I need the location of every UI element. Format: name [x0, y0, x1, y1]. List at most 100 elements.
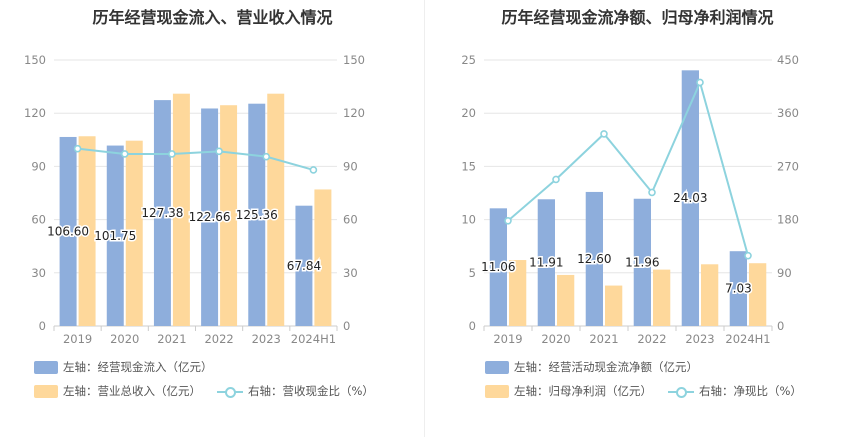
- y-tick-right: 180: [777, 213, 799, 227]
- chart-plot-left: 0 30 60 90 120 150 0 30 60 90 120 150 2019 2020 2021 20…: [24, 53, 365, 346]
- line-point: [504, 216, 512, 225]
- y-tick-left: 0: [469, 319, 476, 333]
- x-tick-label: 2022: [637, 332, 666, 346]
- bar-series2: [701, 264, 719, 326]
- x-tick-label: 2021: [589, 332, 618, 346]
- y-tick-right: 0: [343, 319, 350, 333]
- legend-swatch: [34, 384, 58, 398]
- legend-row-2: 左轴：营业总收入（亿元） 右轴：营收现金比（%）: [34, 383, 390, 399]
- y-tick-left: 0: [39, 319, 46, 333]
- x-tick-label: 2023: [685, 332, 714, 346]
- line-series: [77, 147, 314, 171]
- x-tick-label: 2022: [204, 332, 233, 346]
- x-tick-label: 2020: [110, 332, 139, 346]
- legend-label: 左轴：营业总收入（亿元）: [63, 384, 201, 398]
- bar-series2: [78, 136, 96, 326]
- legend-label: 左轴：经营现金流入（亿元）: [63, 360, 213, 374]
- line-series: [507, 79, 749, 256]
- legend-swatch: [34, 360, 58, 374]
- x-tick-label: 2023: [252, 332, 281, 346]
- chart-title: 历年经营现金流净额、归母净利润情况: [501, 8, 774, 27]
- bar-series1: [153, 100, 171, 327]
- legend-item-line[interactable]: 右轴：营收现金比（%）: [217, 383, 374, 399]
- y-tick-right: 360: [777, 106, 799, 120]
- line-point: [309, 166, 318, 174]
- bar-series1: [106, 145, 124, 326]
- data-label: 67.84: [287, 259, 321, 273]
- legend-item-bar1[interactable]: 左轴：经营活动现金流净额（亿元）: [485, 359, 698, 375]
- y-tick-right: 60: [343, 213, 358, 227]
- x-tick-label: 2020: [541, 332, 570, 346]
- legend-item-bar1[interactable]: 左轴：经营现金流入（亿元）: [34, 359, 213, 375]
- y-tick-left: 150: [24, 53, 46, 67]
- bar-series2: [220, 105, 238, 326]
- line-point: [744, 251, 752, 260]
- bar-series2: [749, 263, 767, 326]
- bar-series2: [125, 140, 143, 326]
- y-tick-left: 60: [31, 213, 46, 227]
- y-tick-left: 15: [461, 159, 476, 173]
- bar-series1: [489, 208, 507, 326]
- bar-series1: [537, 199, 555, 326]
- legend-item-bar2[interactable]: 左轴：营业总收入（亿元）: [34, 383, 201, 399]
- y-tick-left: 25: [461, 53, 476, 67]
- line-point: [73, 144, 82, 153]
- legend-line-icon: [668, 385, 694, 398]
- data-label: 101.75: [94, 229, 136, 243]
- legend-line-icon: [217, 385, 243, 398]
- bar-series2: [172, 93, 190, 327]
- y-tick-right: 90: [343, 159, 358, 173]
- bar-series2: [509, 260, 527, 326]
- y-tick-left: 20: [461, 106, 476, 120]
- bar-series2: [653, 269, 671, 326]
- x-tick-label: 2021: [157, 332, 186, 346]
- legend-label: 右轴：净现比（%）: [699, 384, 802, 398]
- x-tick-label: 2019: [493, 332, 522, 346]
- bar-series1: [248, 103, 266, 326]
- bar-series1: [585, 191, 603, 326]
- data-label: 24.03: [673, 191, 707, 205]
- bar-series2: [605, 285, 623, 326]
- y-tick-left: 30: [31, 266, 46, 280]
- line-point: [696, 78, 704, 87]
- y-tick-right: 90: [777, 266, 792, 280]
- y-tick-left: 90: [31, 159, 46, 173]
- data-label: 11.06: [481, 260, 515, 274]
- legend-item-bar2[interactable]: 左轴：归母净利润（亿元）: [485, 383, 652, 399]
- line-point: [600, 130, 608, 138]
- data-label: 12.60: [577, 252, 611, 266]
- line-point: [120, 150, 129, 158]
- y-tick-right: 0: [777, 319, 784, 333]
- x-tick-label: 2024H1: [291, 332, 336, 346]
- data-label: 127.38: [141, 206, 183, 220]
- legend-swatch: [485, 360, 509, 374]
- chart-panel-right: 历年经营现金流净额、归母净利润情况 0 5 10 15 20 25 0 90 180 270 360…: [425, 0, 850, 437]
- legend-row-1: 左轴：经营活动现金流净额（亿元）: [485, 359, 714, 375]
- legend-row-2: 左轴：归母净利润（亿元） 右轴：净现比（%）: [485, 383, 818, 399]
- line-point: [648, 188, 656, 197]
- data-label: 7.03: [725, 282, 752, 296]
- data-label: 11.96: [625, 255, 659, 269]
- y-tick-right: 120: [343, 106, 365, 120]
- y-tick-right: 450: [777, 53, 799, 67]
- y-tick-left: 10: [461, 213, 476, 227]
- line-point: [552, 175, 560, 184]
- legend-swatch: [485, 384, 509, 398]
- chart-title: 历年经营现金流入、营业收入情况: [92, 8, 333, 27]
- chart-plot-right: 0 5 10 15 20 25 0 90 180 270 360 450 2019 2020 2021 202…: [461, 53, 799, 346]
- data-label: 122.66: [189, 210, 231, 224]
- data-label: 11.91: [529, 256, 563, 270]
- bar-series2: [557, 274, 575, 326]
- y-tick-left: 5: [469, 266, 476, 280]
- legend-row-1: 左轴：经营现金流入（亿元）: [34, 359, 229, 375]
- bar-series1: [633, 198, 651, 326]
- chart-panel-left: 历年经营现金流入、营业收入情况 0 30 60 90 120 150 0 30 60 90 120 1…: [24, 8, 390, 399]
- legend-label: 右轴：营收现金比（%）: [248, 384, 374, 398]
- bar-series1: [681, 70, 699, 326]
- data-label: 125.36: [236, 208, 278, 222]
- legend-item-line[interactable]: 右轴：净现比（%）: [668, 383, 802, 399]
- bar-series2: [314, 189, 332, 326]
- panel-divider: [424, 0, 425, 437]
- y-tick-left: 120: [24, 106, 46, 120]
- bar-series1: [729, 251, 747, 326]
